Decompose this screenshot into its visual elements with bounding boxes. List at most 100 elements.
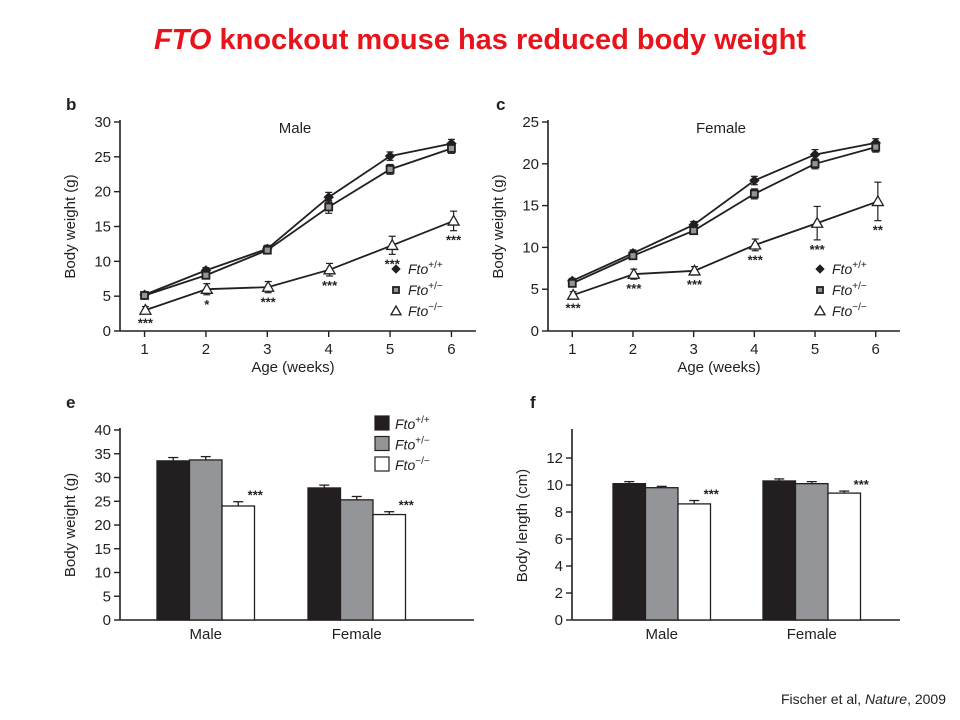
y-tick-label: 5 (531, 281, 539, 298)
legend-label-base: Fto (408, 303, 428, 319)
significance-label: *** (626, 281, 642, 296)
y-tick-label: 40 (94, 422, 111, 439)
data-point-ko (261, 280, 275, 292)
x-tick-label: Male (645, 626, 678, 643)
y-tick-label: 20 (522, 156, 539, 173)
x-tick-label: 2 (202, 341, 210, 358)
y-tick-label: 0 (103, 612, 111, 629)
x-tick-label: 3 (689, 341, 697, 358)
bar-het (188, 459, 223, 621)
y-axis-label: Body weight (g) (490, 174, 507, 278)
y-tick-label: 10 (94, 565, 111, 582)
y-tick-label: 2 (555, 585, 563, 602)
y-tick-label: 15 (522, 198, 539, 215)
y-tick-label: 5 (103, 288, 111, 305)
legend-label-sup: +/+ (852, 260, 867, 271)
legend-label-base: Fto (395, 416, 415, 432)
data-point-ko (200, 282, 214, 294)
data-point-ko (385, 238, 399, 251)
x-tick-label: Female (787, 626, 837, 643)
data-point-ko (446, 214, 461, 226)
data-point-ko (566, 288, 580, 300)
legend-swatch-het (374, 435, 390, 452)
x-tick-label: 5 (386, 341, 394, 358)
y-tick-label: 25 (94, 493, 111, 510)
data-point-het (262, 245, 272, 255)
data-point-het (447, 144, 456, 153)
significance-label: *** (138, 316, 154, 331)
significance-label: *** (261, 295, 277, 310)
series-line-het (571, 146, 876, 285)
significance-label: * (204, 297, 210, 312)
series-line-het (144, 147, 452, 297)
panel-letter: b (66, 95, 76, 114)
y-tick-label: 5 (103, 588, 111, 605)
legend-label: Fto−/− (832, 302, 867, 319)
legend-swatch-ko (374, 456, 390, 472)
bar-wt (156, 460, 191, 621)
legend-label-sup: +/+ (428, 260, 443, 271)
y-tick-label: 20 (94, 517, 111, 534)
significance-label: *** (704, 487, 720, 502)
legend-label-sup: +/− (415, 436, 430, 447)
chart-title: Male (279, 120, 312, 137)
x-tick-label: 3 (263, 341, 271, 358)
legend-marker-wt (815, 264, 825, 274)
citation-authors: Fischer et al, (781, 691, 866, 707)
significance-label: *** (854, 477, 870, 492)
bar-ko (827, 492, 862, 621)
legend-marker-het (392, 286, 400, 294)
panel-letter: c (496, 95, 505, 114)
legend-label: Fto+/+ (408, 260, 443, 277)
legend-label: Fto−/− (408, 302, 443, 319)
data-point-ko (322, 262, 337, 275)
x-tick-label: 1 (140, 341, 148, 358)
series-line-ko (145, 220, 454, 311)
data-point-wt (749, 175, 760, 186)
panel-letter: e (66, 393, 75, 412)
legend-label: Fto+/− (832, 281, 867, 298)
y-tick-label: 0 (555, 612, 563, 629)
legend-label-base: Fto (395, 457, 415, 473)
significance-label: *** (399, 498, 415, 513)
legend-label-base: Fto (832, 261, 852, 277)
series-line-ko (572, 200, 879, 296)
legend-marker-het (816, 286, 824, 294)
data-point-het (628, 251, 638, 261)
x-tick-label: 6 (872, 341, 880, 358)
x-tick-label: 1 (568, 341, 576, 358)
chart-panel-c: c 0 5 10 15 20 25 Body weight (g) 1 2 3 4 5 6 Age (wee… (490, 95, 900, 376)
legend-marker-ko (389, 304, 403, 316)
y-tick-label: 30 (94, 114, 111, 131)
significance-label: *** (566, 300, 582, 315)
slide-title-gene: FTO (153, 24, 212, 56)
y-tick-label: 12 (546, 450, 563, 467)
y-tick-label: 8 (555, 504, 563, 521)
data-point-ko (627, 267, 641, 279)
y-tick-label: 35 (94, 446, 111, 463)
y-tick-label: 15 (94, 541, 111, 558)
series-line-wt (144, 142, 452, 296)
legend-label: Fto+/− (408, 281, 443, 298)
significance-label: *** (687, 277, 703, 292)
legend-label-base: Fto (832, 303, 852, 319)
y-tick-label: 4 (555, 558, 563, 575)
y-axis-label: Body weight (g) (62, 174, 79, 278)
data-point-ko (810, 216, 824, 228)
significance-label: *** (748, 253, 764, 268)
y-tick-label: 6 (555, 531, 563, 548)
x-tick-label: 4 (750, 341, 758, 358)
significance-label: *** (810, 242, 826, 257)
legend-label-sup: −/− (428, 302, 443, 313)
legend-label: Fto−/− (395, 456, 430, 473)
y-tick-label: 25 (522, 114, 539, 131)
y-tick-label: 0 (531, 323, 539, 340)
data-point-het (140, 291, 149, 300)
legend-label-sup: +/+ (415, 415, 430, 426)
data-point-het (871, 142, 881, 152)
legend-swatch-wt (374, 415, 390, 431)
data-point-wt (809, 149, 821, 160)
bar-wt (762, 480, 797, 621)
legend-label-base: Fto (408, 261, 428, 277)
